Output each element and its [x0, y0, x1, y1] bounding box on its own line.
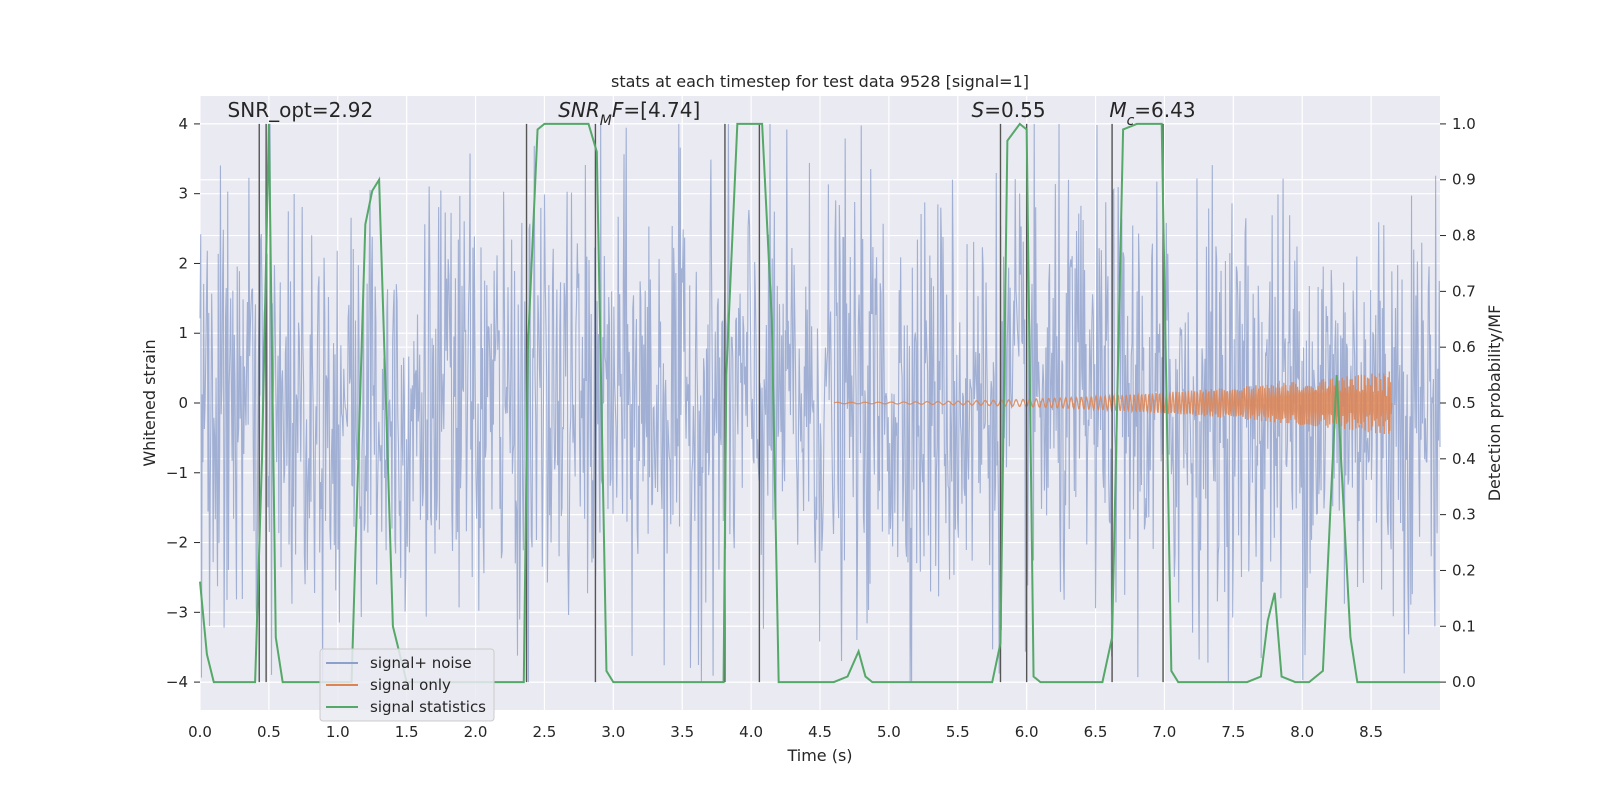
x-tick-label-16: 8.0: [1290, 723, 1314, 741]
legend-label-signal-only: signal only: [370, 676, 451, 694]
y-right-tick-label-8: 0.8: [1452, 227, 1476, 245]
y-right-tick-label-7: 0.7: [1452, 282, 1476, 300]
y-left-tick-labels: −4 −3 −2 −1 0 1 2 3 4: [166, 115, 200, 691]
y-left-tick-label-0: −4: [166, 673, 188, 691]
legend-box: [319, 648, 495, 722]
annotations-layer: SNR_opt=2.92 SNRMF=[4.74] S=0.55 Mc=6.43: [228, 98, 1196, 129]
chart-title: stats at each timestep for test data 952…: [611, 72, 1029, 91]
x-tick-label-9: 4.5: [808, 723, 832, 741]
series-signal-plus-noise: [199, 123, 1441, 683]
x-tick-label-10: 5.0: [877, 723, 901, 741]
annotation-mc-value: Mc=6.43: [1109, 98, 1195, 129]
y-left-tick-label-8: 4: [178, 115, 188, 133]
y-right-tick-label-9: 0.9: [1452, 171, 1476, 189]
x-tick-label-7: 3.5: [670, 723, 694, 741]
y-left-tick-label-6: 2: [178, 254, 188, 272]
annotation-s-value: S=0.55: [972, 98, 1046, 122]
series-signal-statistics: [199, 122, 1440, 684]
x-tick-label-13: 6.5: [1084, 723, 1108, 741]
x-tick-label-12: 6.0: [1015, 723, 1039, 741]
x-tick-label-6: 3.0: [601, 723, 625, 741]
y-right-tick-label-1: 0.1: [1452, 617, 1476, 635]
y-right-tick-label-2: 0.2: [1452, 561, 1476, 579]
y-left-tick-label-4: 0: [178, 394, 188, 412]
y-left-tick-label-3: −1: [166, 464, 188, 482]
legend: signal+ noise signal only signal statist…: [319, 648, 495, 722]
y-left-axis-label: Whitened strain: [140, 339, 159, 466]
legend-label-noise: signal+ noise: [370, 654, 472, 672]
signal-statistics-series-layer: [199, 122, 1440, 684]
y-right-tick-label-0: 0.0: [1452, 673, 1476, 691]
annotation-snr-opt: SNR_opt=2.92: [228, 98, 374, 122]
x-tick-label-2: 1.0: [326, 723, 350, 741]
x-tick-labels: 0.0 0.5 1.0 1.5 2.0 2.5 3.0 3.5 4.0 4.5 5.0 5.5 6.0 6…: [188, 723, 1383, 741]
legend-label-statistics: signal statistics: [370, 698, 486, 716]
y-right-tick-label-6: 0.6: [1452, 338, 1476, 356]
x-tick-label-14: 7.0: [1153, 723, 1177, 741]
x-tick-label-8: 4.0: [739, 723, 763, 741]
x-tick-label-11: 5.5: [946, 723, 970, 741]
x-tick-label-1: 0.5: [257, 723, 281, 741]
y-right-tick-label-4: 0.4: [1452, 450, 1476, 468]
annotation-snr-mf: SNRMF=[4.74]: [558, 98, 700, 129]
x-tick-label-15: 7.5: [1221, 723, 1245, 741]
x-tick-label-5: 2.5: [533, 723, 557, 741]
y-left-tick-label-2: −2: [166, 534, 188, 552]
y-left-tick-label-5: 1: [178, 324, 188, 342]
y-left-tick-label-7: 3: [178, 185, 188, 203]
x-tick-label-3: 1.5: [395, 723, 419, 741]
noise-series-layer: [199, 123, 1441, 683]
y-right-tick-labels: 0.0 0.1 0.2 0.3 0.4 0.5 0.6 0.7 0.8 0.9 1.0: [1440, 115, 1476, 691]
x-tick-label-4: 2.0: [464, 723, 488, 741]
x-tick-label-0: 0.0: [188, 723, 212, 741]
y-right-tick-label-3: 0.3: [1452, 506, 1476, 524]
x-tick-label-17: 8.5: [1359, 723, 1383, 741]
y-right-axis-label: Detection probability/MF: [1485, 305, 1504, 502]
y-left-tick-label-1: −3: [166, 603, 188, 621]
x-axis-label: Time (s): [786, 746, 852, 765]
y-right-tick-label-5: 0.5: [1452, 394, 1476, 412]
y-right-tick-label-10: 1.0: [1452, 115, 1476, 133]
